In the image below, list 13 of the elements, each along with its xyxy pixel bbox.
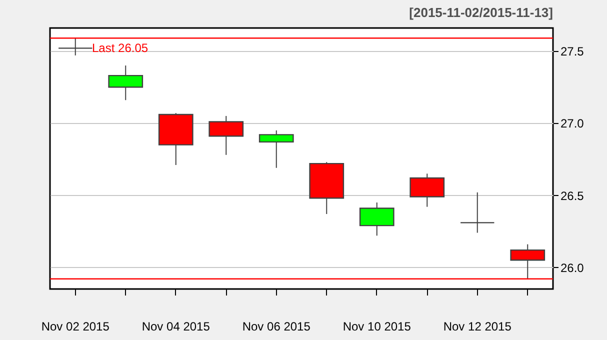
x-tick-label: Nov 12 2015 xyxy=(443,320,512,334)
x-tick-label: Nov 04 2015 xyxy=(142,320,210,334)
x-tick-label: Nov 10 2015 xyxy=(342,320,412,334)
annotation: Last 26.05 xyxy=(92,41,148,55)
text: [2015-11-02/2015-11-13] xyxy=(409,5,553,20)
candlestick xyxy=(460,192,495,234)
x-tick-label: Nov 02 2015 xyxy=(41,320,110,334)
y-tick-label: 26.5 xyxy=(560,188,584,203)
y-tick-label: 26.0 xyxy=(560,260,584,275)
x-tick-label: Nov 06 2015 xyxy=(242,320,311,334)
y-tick-label: 27.0 xyxy=(560,116,584,131)
y-tick-label: 27.5 xyxy=(560,44,584,59)
candlestick xyxy=(58,38,93,56)
